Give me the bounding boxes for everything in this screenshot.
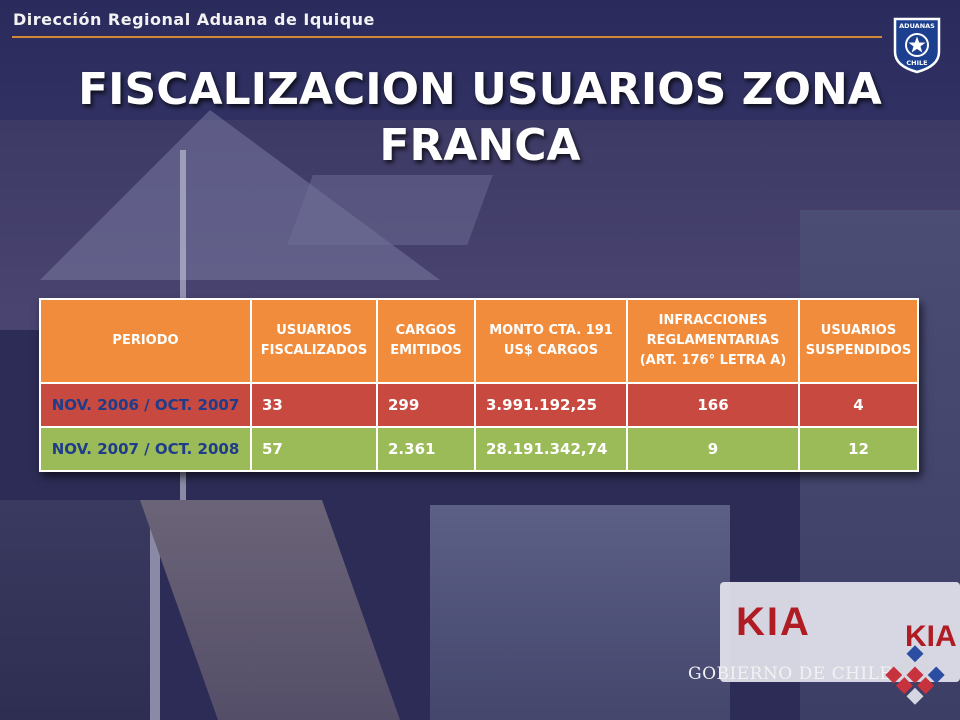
government-label: GOBIERNO DE CHILE (688, 664, 893, 684)
cell-infracciones: 166 (626, 382, 800, 428)
aduanas-shield-logo: ADUANAS CHILE (893, 17, 941, 74)
gobierno-logo-icon (885, 645, 945, 705)
cell-usuarios-fiscalizados: 57 (250, 426, 378, 472)
cell-cargos-emitidos: 2.361 (376, 426, 476, 472)
cell-usuarios-suspendidos: 4 (798, 382, 919, 428)
cell-infracciones: 9 (626, 426, 800, 472)
organization-title: Dirección Regional Aduana de Iquique (13, 10, 375, 29)
cell-periodo: NOV. 2007 / OCT. 2008 (39, 426, 252, 472)
cell-monto: 3.991.192,25 (474, 382, 628, 428)
kia-sign-text: KIA (736, 600, 811, 644)
cell-usuarios-suspendidos: 12 (798, 426, 919, 472)
table-row: NOV. 2007 / OCT. 2008 57 2.361 28.191.34… (39, 426, 919, 472)
table-row: NOV. 2006 / OCT. 2007 33 299 3.991.192,2… (39, 382, 919, 428)
cell-periodo: NOV. 2006 / OCT. 2007 (39, 382, 252, 428)
header-usuarios-fiscalizados: USUARIOS FISCALIZADOS (250, 298, 378, 384)
cell-monto: 28.191.342,74 (474, 426, 628, 472)
header-periodo: PERIODO (39, 298, 252, 384)
page-title-line1: FISCALIZACION USUARIOS ZONA (78, 64, 882, 115)
logo-bottom-text: CHILE (906, 59, 927, 67)
header-infracciones: INFRACCIONES REGLAMENTARIAS (ART. 176° L… (626, 298, 800, 384)
header-cargos-emitidos: CARGOS EMITIDOS (376, 298, 476, 384)
header-monto: MONTO CTA. 191 US$ CARGOS (474, 298, 628, 384)
cell-usuarios-fiscalizados: 33 (250, 382, 378, 428)
header-usuarios-suspendidos: USUARIOS SUSPENDIDOS (798, 298, 919, 384)
page-title-line2: FRANCA (379, 120, 581, 171)
logo-top-text: ADUANAS (899, 22, 935, 30)
fiscalization-table: PERIODO USUARIOS FISCALIZADOS CARGOS EMI… (39, 298, 919, 472)
table-header-row: PERIODO USUARIOS FISCALIZADOS CARGOS EMI… (39, 298, 919, 384)
page-title: FISCALIZACION USUARIOS ZONA FRANCA (40, 62, 920, 174)
header-divider (12, 36, 882, 38)
cell-cargos-emitidos: 299 (376, 382, 476, 428)
